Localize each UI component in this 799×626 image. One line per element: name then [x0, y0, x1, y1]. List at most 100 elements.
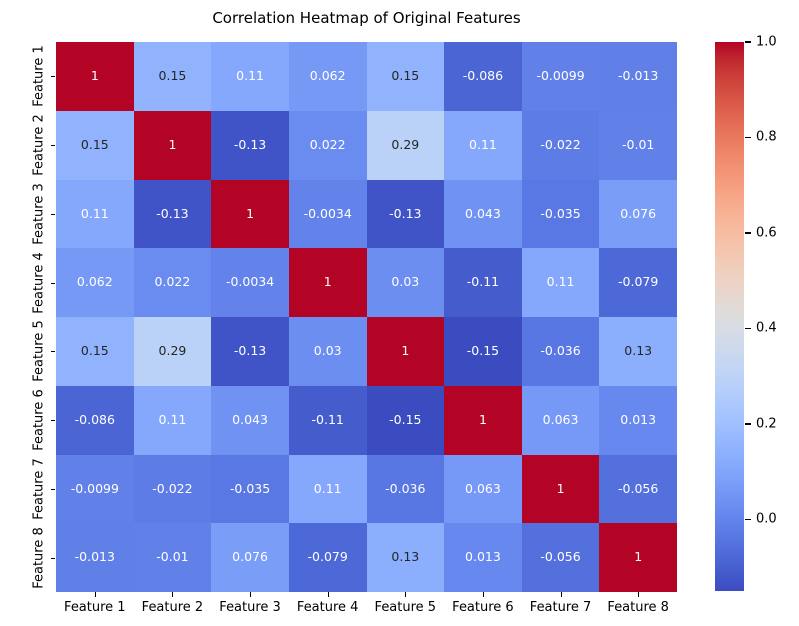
y-tick-mark: [50, 488, 55, 490]
y-tick-mark: [50, 145, 55, 147]
heatmap-cell: 0.063: [521, 385, 600, 455]
y-tick-mark: [50, 282, 55, 284]
heatmap-cell: -0.022: [521, 110, 600, 180]
cell-value: 0.043: [232, 411, 268, 427]
cell-value: 1: [90, 68, 99, 84]
heatmap-cell: 0.13: [366, 523, 445, 592]
heatmap-cell: -0.013: [56, 523, 134, 592]
cell-value: 0.15: [80, 136, 109, 152]
heatmap-cell: 0.013: [444, 523, 522, 592]
cell-value: 1: [556, 480, 565, 496]
chart-title: Correlation Heatmap of Original Features: [212, 9, 521, 27]
heatmap-cell: -0.056: [521, 523, 600, 592]
x-tick-label: Feature 5: [374, 600, 437, 615]
cell-value: -0.13: [233, 136, 267, 152]
heatmap-cell: -0.079: [288, 523, 367, 592]
heatmap-cell: 0.11: [56, 179, 134, 249]
y-tick-label: Feature 3: [31, 183, 47, 245]
x-tick-mark: [560, 592, 562, 597]
heatmap-cell: 1: [599, 523, 677, 592]
cell-value: 0.15: [391, 68, 420, 84]
colorbar: [715, 42, 744, 591]
x-tick-label: Feature 3: [219, 600, 281, 615]
heatmap-cell: 0.076: [211, 523, 289, 592]
cell-value: 0.062: [309, 68, 346, 84]
x-tick-mark: [405, 592, 407, 597]
cell-value: 0.013: [465, 549, 501, 565]
colorbar-tick-label: 1.0: [756, 34, 777, 50]
cell-value: 0.11: [546, 274, 575, 290]
x-tick-mark: [94, 592, 96, 597]
heatmap-cell: -0.11: [288, 385, 367, 455]
cell-value: 0.076: [620, 205, 657, 221]
cell-value: -0.022: [540, 136, 581, 152]
heatmap-cell: -0.15: [366, 385, 445, 455]
cell-value: -0.13: [156, 205, 189, 221]
cell-value: -0.11: [311, 411, 344, 427]
heatmap-cell: -0.13: [211, 110, 289, 180]
y-tick-label: Feature 6: [31, 389, 47, 451]
x-tick-label: Feature 1: [64, 600, 126, 615]
cell-value: 0.063: [465, 480, 501, 496]
cell-value: -0.0099: [70, 480, 119, 496]
colorbar-tick-mark: [745, 41, 751, 43]
y-tick-label: Feature 8: [31, 526, 47, 589]
heatmap-cell: -0.035: [211, 454, 289, 524]
colorbar-tick-mark: [745, 232, 751, 234]
x-tick-mark: [172, 592, 174, 597]
heatmap-cell: 0.11: [288, 454, 367, 524]
cell-value: -0.15: [466, 343, 500, 359]
heatmap-cell: -0.01: [133, 523, 212, 592]
x-tick-label: Feature 4: [296, 600, 359, 615]
cell-value: -0.056: [540, 549, 581, 565]
heatmap-cell: 0.03: [366, 248, 445, 317]
cell-value: 1: [634, 549, 643, 565]
x-tick-label: Feature 8: [607, 600, 669, 615]
heatmap-cell: 0.076: [599, 179, 677, 249]
cell-value: 0.11: [313, 480, 342, 496]
cell-value: 1: [246, 205, 255, 221]
cell-value: -0.0034: [225, 274, 275, 290]
heatmap-cell: 0.13: [599, 317, 677, 386]
y-tick-label: Feature 5: [31, 320, 47, 383]
colorbar-tick-mark: [745, 327, 751, 330]
heatmap-cell: 1: [444, 385, 522, 455]
heatmap-cell: -0.036: [366, 454, 445, 524]
heatmap-cell: 1: [211, 179, 289, 249]
cell-value: -0.13: [389, 205, 422, 221]
heatmap-cell: -0.022: [133, 454, 212, 524]
cell-value: -0.079: [307, 549, 348, 565]
cell-value: -0.0034: [303, 205, 352, 221]
heatmap-cell: -0.013: [599, 42, 677, 111]
x-tick-mark: [638, 592, 640, 597]
heatmap-cell: 0.062: [288, 42, 367, 111]
heatmap-cell: -0.056: [599, 454, 677, 524]
heatmap-cell: 0.15: [56, 317, 134, 386]
heatmap-cell: -0.0099: [56, 454, 134, 524]
cell-value: 0.13: [624, 343, 653, 359]
colorbar-tick-mark: [745, 423, 751, 425]
cell-value: 0.022: [309, 136, 346, 152]
heatmap-cell: -0.01: [599, 110, 677, 180]
heatmap-cell: -0.15: [444, 317, 522, 386]
y-tick-mark: [50, 420, 55, 422]
colorbar-tick-label: 0.6: [756, 225, 777, 241]
heatmap-cell: 0.022: [288, 110, 367, 180]
heatmap-cell: -0.035: [521, 179, 600, 249]
heatmap-cell: 0.11: [133, 385, 212, 455]
cell-value: 1: [401, 343, 410, 359]
heatmap-cell: -0.079: [599, 248, 677, 317]
heatmap-cell: -0.13: [211, 317, 289, 386]
y-tick-mark: [50, 557, 55, 559]
heatmap-cell: -0.036: [521, 317, 600, 386]
y-tick-label: Feature 1: [31, 45, 47, 108]
heatmap-cell: 0.013: [599, 385, 677, 455]
heatmap-cell: 0.11: [521, 248, 600, 317]
cell-value: -0.086: [74, 411, 115, 427]
cell-value: 0.15: [158, 68, 187, 84]
cell-value: 0.013: [620, 411, 657, 427]
heatmap-cell: 0.043: [444, 179, 522, 249]
cell-value: -0.11: [466, 274, 500, 290]
heatmap-cell: 0.063: [444, 454, 522, 524]
cell-value: 0.11: [158, 411, 187, 427]
